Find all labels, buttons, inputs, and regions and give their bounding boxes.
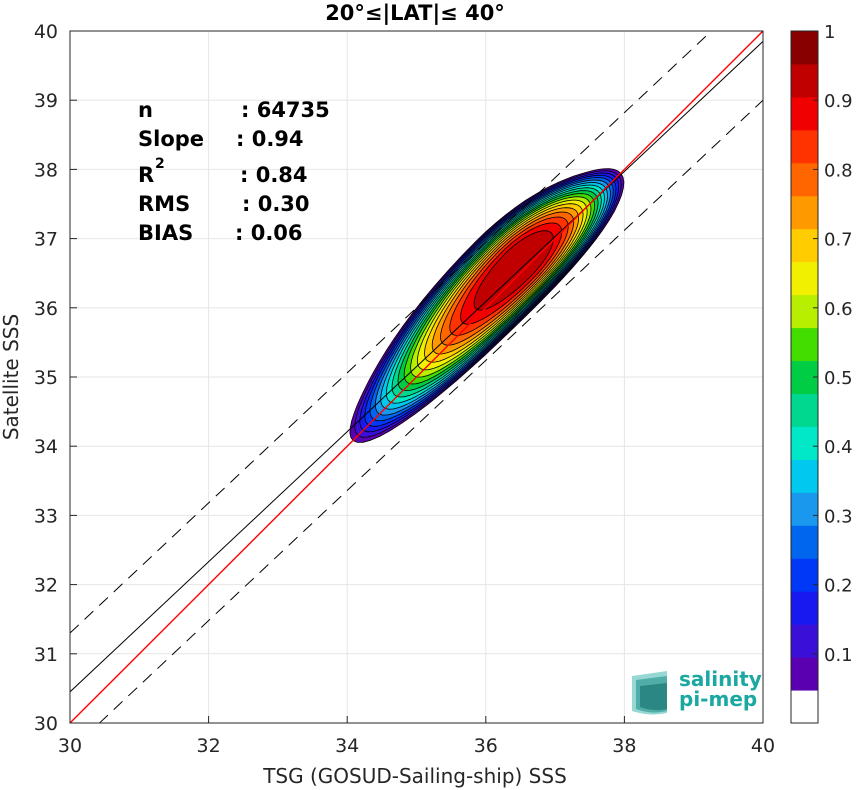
stat-n-value: : 64735: [241, 98, 330, 122]
axis-ticks: 30 32 34 36 38 40 30 31 32 33 34 35 36 37 38 39 40: [34, 21, 775, 757]
x-tick-label: 36: [474, 735, 498, 757]
colorbar-tick-label: 0.2: [824, 576, 853, 597]
regression-lines: [70, 31, 763, 723]
y-tick-label: 37: [34, 229, 58, 251]
x-tick-label: 34: [335, 735, 359, 757]
colorbar-segment: [791, 63, 818, 98]
colorbar-tick-label: 0.3: [824, 506, 853, 527]
stat-rms-value: : 0.30: [242, 192, 310, 216]
y-tick-label: 36: [34, 298, 58, 320]
colorbar-segment: [791, 459, 818, 493]
colorbar-segment: [791, 393, 818, 427]
colorbar-tick-label: 0.7: [824, 230, 853, 251]
colorbar-segment: [791, 228, 818, 263]
y-tick-label: 38: [34, 159, 58, 181]
stat-n-label: n: [138, 98, 153, 122]
y-tick-label: 31: [34, 644, 58, 666]
colorbar-segment: [791, 261, 818, 296]
y-axis-label: Satellite SSS: [0, 314, 23, 440]
colorbar-segment: [791, 162, 818, 197]
logo-text-pimep: pi-mep: [679, 687, 757, 711]
density-contour: [473, 230, 554, 311]
chart-title: 20°≤|LAT|≤ 40°: [325, 1, 505, 26]
y-tick-label: 39: [34, 90, 58, 112]
colorbar-segment: [791, 195, 818, 230]
grid: [69, 30, 764, 724]
stat-r2-sup: 2: [155, 156, 165, 172]
colorbar-segment: [791, 591, 818, 625]
y-tick-label: 30: [34, 713, 58, 735]
y-tick-label: 40: [34, 21, 58, 43]
colorbar-tick-label: 0.9: [824, 91, 853, 112]
colorbar-tick-label: 0.6: [824, 299, 853, 320]
stat-bias-value: : 0.06: [235, 221, 303, 245]
colorbar-segment: [791, 525, 818, 559]
y-tick-label: 33: [34, 505, 58, 527]
colorbar-segment: [791, 624, 818, 658]
x-tick-label: 30: [58, 735, 82, 757]
stat-slope-label: Slope: [138, 127, 204, 151]
stat-r2-value: : 0.84: [240, 163, 308, 187]
colorbar-segment: [791, 657, 818, 691]
stat-rms-label: RMS: [138, 192, 190, 216]
y-tick-label: 34: [34, 436, 58, 458]
salinity-pi-mep-logo: salinity pi-mep: [632, 667, 762, 715]
colorbar: 0.1 0.2 0.3 0.4 0.5 0.6 0.7 0.8 0.9 1: [790, 22, 853, 724]
y-tick-label: 32: [34, 575, 58, 597]
x-axis-label: TSG (GOSUD-Sailing-ship) SSS: [262, 764, 567, 788]
x-tick-label: 40: [751, 735, 775, 757]
colorbar-tick-label: 0.5: [824, 368, 853, 389]
colorbar-segment: [791, 31, 818, 65]
colorbar-tick-label: 1: [824, 22, 835, 43]
colorbar-tick-label: 0.4: [824, 437, 853, 458]
wave-logo-icon: [632, 671, 667, 715]
fit-line: [70, 41, 763, 693]
x-tick-label: 38: [612, 735, 636, 757]
stat-slope-value: : 0.94: [236, 127, 304, 151]
colorbar-segment: [791, 558, 818, 592]
colorbar-segment: [791, 129, 818, 164]
colorbar-tick-label: 0.1: [824, 645, 853, 666]
x-tick-label: 32: [197, 735, 221, 757]
colorbar-segment: [791, 690, 818, 724]
colorbar-segment: [791, 327, 818, 362]
colorbar-segment: [791, 294, 818, 329]
logo-text-salinity: salinity: [679, 667, 762, 691]
colorbar-segment: [791, 492, 818, 526]
identity-line: [70, 31, 763, 723]
stats-box: n : 64735 Slope : 0.94 R 2 : 0.84 RMS : …: [138, 98, 330, 245]
stat-bias-label: BIAS: [138, 221, 193, 245]
y-tick-label: 35: [34, 367, 58, 389]
stat-r2-label: R: [138, 163, 154, 187]
colorbar-segment: [791, 96, 818, 131]
colorbar-segment: [791, 426, 818, 460]
colorbar-tick-label: 0.8: [824, 160, 853, 181]
